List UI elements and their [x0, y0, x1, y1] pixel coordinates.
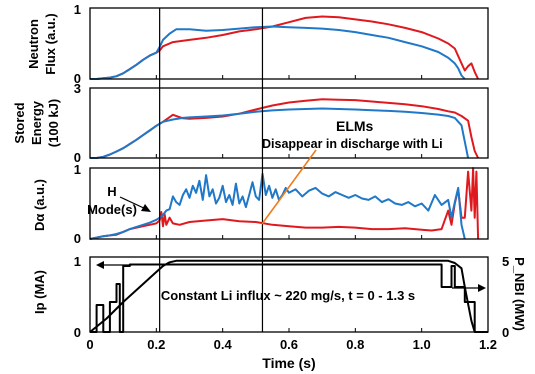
neutron-series-layer [90, 15, 480, 80]
ylabel-neutron-line1: Neutron [26, 19, 41, 69]
ylabel-energy-line3: (100 kJ) [46, 99, 61, 147]
ytick-ip-max: 1 [74, 254, 81, 269]
dalpha-frame [89, 167, 489, 240]
panel-ip-pnbi: Ip (MA) 1 0 5 0 P_NBI (MW) Constant Li i… [32, 254, 527, 340]
ip-axis-arrowhead [96, 261, 104, 269]
ylabel-pnbi: P_NBI (MW) [512, 257, 527, 331]
elms-annotation: ELMs Disappear in discharge with Li [261, 118, 443, 225]
ytick-energy-min: 0 [74, 150, 81, 165]
ytick-dalpha-min: 0 [74, 231, 81, 246]
energy-series-layer [90, 98, 479, 159]
neutron-frame [89, 7, 489, 80]
panel-stored-energy: Stored Energy (100 kJ) 3 0 [12, 81, 489, 165]
dalpha-series-layer [89, 167, 480, 240]
x-tick-label: 0.6 [280, 337, 298, 352]
hmode-line2: Mode(s) [87, 202, 137, 217]
hmode-line1: H [107, 184, 116, 199]
pnbi-axis-arrowhead [478, 284, 486, 292]
ytick-energy-max: 3 [74, 81, 81, 96]
elms-subtitle: Disappear in discharge with Li [262, 137, 443, 151]
ytick-neutron-max: 1 [74, 2, 81, 17]
vertical-markers [159, 8, 264, 332]
ylabel-dalpha: Dα (a.u.) [32, 179, 47, 231]
neutron-series-blue [90, 25, 466, 80]
ylabel-neutron-line2: Flux (a.u.) [43, 13, 58, 74]
panel-d-alpha: Dα (a.u.) 1 0 [32, 162, 489, 246]
x-tick-label: 1.0 [413, 337, 431, 352]
ytick-pnbi-min: 0 [502, 325, 509, 340]
hmode-arrowhead [141, 204, 151, 212]
x-tick-label: 0.8 [346, 337, 364, 352]
x-axis-label: Time (s) [262, 355, 315, 371]
hmode-annotation: H Mode(s) [87, 184, 151, 217]
elms-title: ELMs [336, 118, 374, 134]
dalpha-series-blue [89, 172, 466, 240]
energy-series-blue [90, 107, 470, 159]
ytick-ip-min: 0 [74, 325, 81, 340]
x-tick-label: 1.2 [479, 337, 497, 352]
elms-arrow [261, 149, 317, 225]
x-tick-label: 0 [86, 337, 93, 352]
ytick-dalpha-max: 1 [74, 162, 81, 177]
panel-neutron-flux: Neutron Flux (a.u.) 1 0 [26, 2, 489, 86]
ylabel-energy-line1: Stored [12, 102, 27, 143]
li-influx-annotation: Constant Li influx ~ 220 mg/s, t = 0 - 1… [161, 288, 415, 303]
x-axis: 0 0.2 0.4 0.6 0.8 1.0 1.2 [86, 75, 497, 352]
ip-series-ip [89, 259, 476, 333]
x-tick-label: 0.4 [214, 337, 233, 352]
x-tick-label: 0.2 [147, 337, 165, 352]
neutron-series-red [90, 15, 480, 80]
ytick-pnbi-max: 5 [502, 254, 509, 269]
ytick-neutron-min: 0 [74, 71, 81, 86]
ylabel-energy-line2: Energy [29, 100, 44, 145]
ylabel-ip: Ip (MA) [32, 270, 47, 314]
